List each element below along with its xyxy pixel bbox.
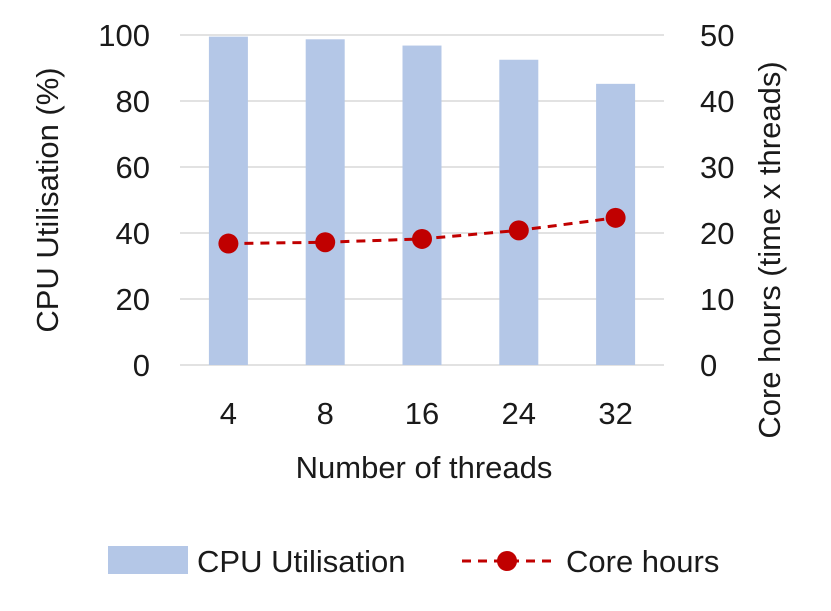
x-tick-label: 24 xyxy=(502,396,536,431)
bar xyxy=(208,36,248,366)
right-tick-label: 10 xyxy=(700,282,734,317)
left-tick-label: 20 xyxy=(116,282,150,317)
x-axis-tick-labels: 4 8 16 24 32 xyxy=(220,396,633,431)
left-tick-label: 60 xyxy=(116,150,150,185)
left-axis-title: CPU Utilisation (%) xyxy=(30,67,65,332)
x-tick-label: 8 xyxy=(317,396,334,431)
x-tick-label: 16 xyxy=(405,396,439,431)
legend-marker-core-hours xyxy=(497,551,517,571)
right-tick-label: 40 xyxy=(700,84,734,119)
left-axis-tick-labels: 0 20 40 60 80 100 xyxy=(98,18,150,383)
core-hours-point xyxy=(315,232,336,253)
left-tick-label: 40 xyxy=(116,216,150,251)
core-hours-point xyxy=(508,220,529,241)
right-tick-label: 0 xyxy=(700,348,717,383)
right-tick-label: 50 xyxy=(700,18,734,53)
left-tick-label: 80 xyxy=(116,84,150,119)
right-tick-label: 30 xyxy=(700,150,734,185)
right-axis-title: Core hours (time x threads) xyxy=(752,61,787,438)
legend-label-core-hours: Core hours xyxy=(566,544,719,579)
bar xyxy=(402,45,442,366)
line-series-core-hours xyxy=(218,207,626,254)
bar xyxy=(499,59,539,365)
left-tick-label: 100 xyxy=(98,18,150,53)
legend: CPU Utilisation Core hours xyxy=(108,544,719,579)
x-axis-title: Number of threads xyxy=(296,450,553,485)
legend-label-cpu-utilisation: CPU Utilisation xyxy=(197,544,405,579)
legend-swatch-cpu-utilisation xyxy=(108,546,188,574)
bar xyxy=(305,39,345,365)
x-tick-label: 32 xyxy=(598,396,632,431)
core-hours-point xyxy=(218,233,239,254)
right-axis-tick-labels: 0 10 20 30 40 50 xyxy=(700,18,734,383)
left-tick-label: 0 xyxy=(133,348,150,383)
x-tick-label: 4 xyxy=(220,396,237,431)
core-hours-point xyxy=(412,228,432,249)
bar-series-cpu-utilisation xyxy=(208,36,636,366)
core-hours-point xyxy=(605,207,626,228)
right-tick-label: 20 xyxy=(700,216,734,251)
